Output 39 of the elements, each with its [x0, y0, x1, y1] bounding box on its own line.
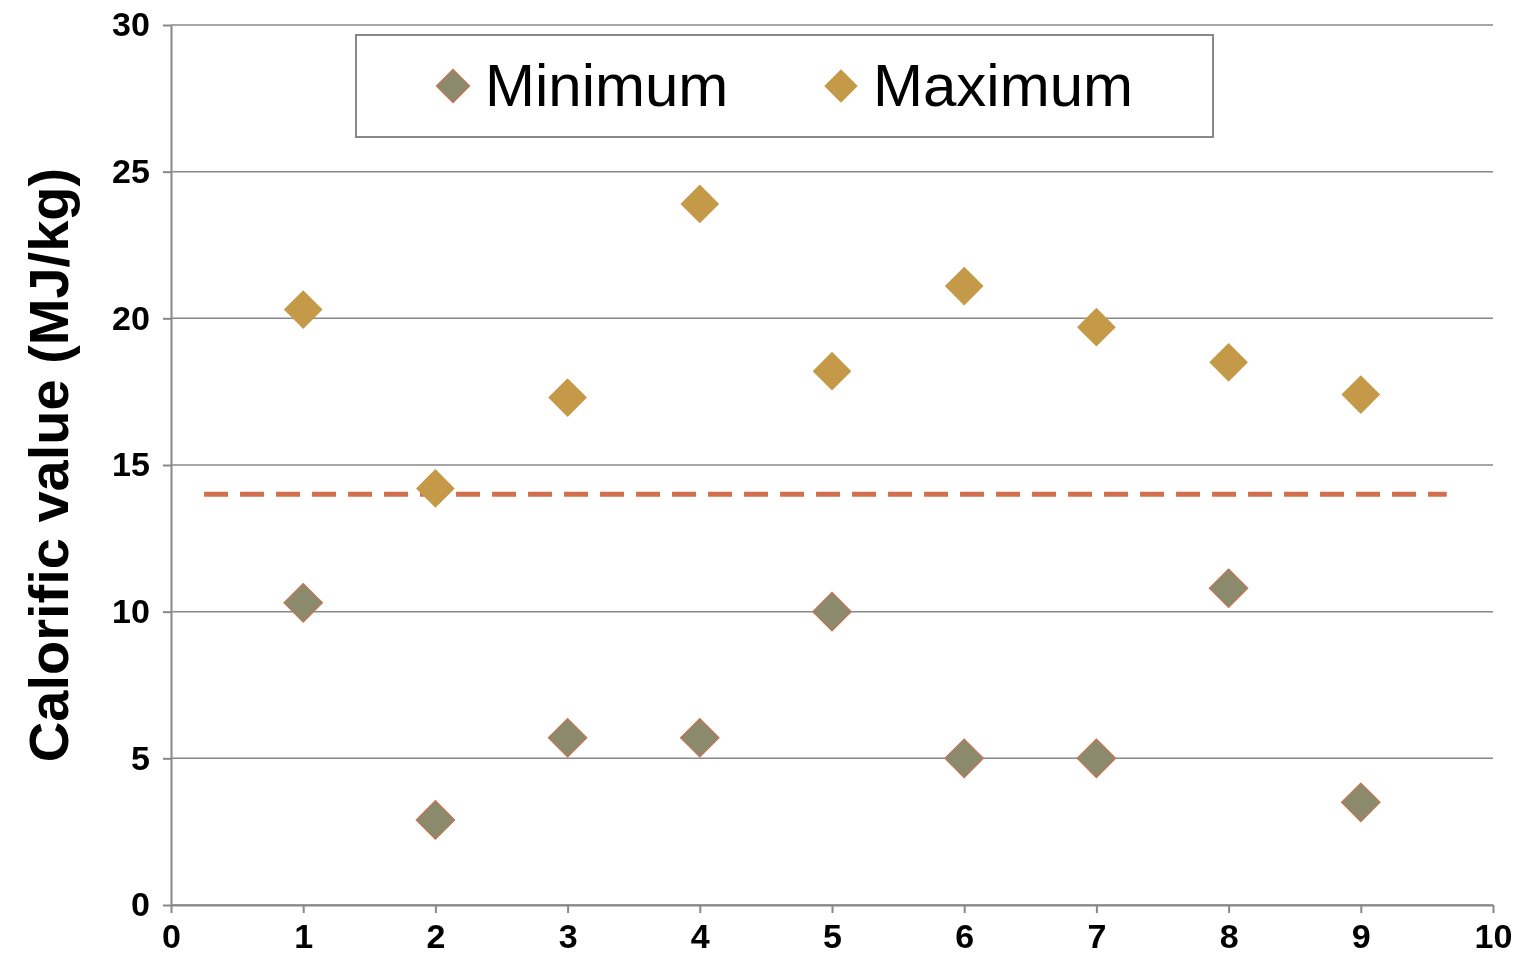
point	[1208, 568, 1249, 609]
point	[415, 800, 456, 840]
point	[680, 184, 720, 224]
point	[283, 290, 323, 329]
legend-label: Minimum	[485, 52, 729, 119]
x-tick-label: 1	[294, 917, 314, 956]
point	[416, 469, 455, 508]
y-tick-label: 25	[111, 152, 150, 191]
point	[1076, 738, 1117, 779]
x-tick-label: 4	[690, 917, 710, 956]
point	[812, 591, 852, 632]
point	[944, 266, 984, 306]
x-tick-label: 7	[1087, 917, 1107, 956]
point	[283, 583, 324, 623]
x-tick-label: 10	[1474, 917, 1513, 956]
x-tick-label: 5	[823, 917, 842, 956]
y-tick-label: 10	[111, 592, 150, 631]
point	[1077, 307, 1116, 347]
point	[812, 351, 852, 391]
point	[548, 378, 587, 417]
point	[679, 717, 720, 758]
x-tick-label: 3	[558, 917, 578, 956]
point	[547, 717, 588, 758]
x-tick-label: 6	[955, 917, 975, 956]
x-tick-label: 8	[1219, 917, 1239, 956]
y-tick-label: 30	[111, 5, 150, 44]
x-tick-label: 9	[1351, 917, 1371, 956]
y-axis-title: Calorific value (MJ/kg)	[17, 167, 80, 763]
y-tick-label: 0	[130, 885, 150, 924]
point	[1209, 342, 1248, 382]
point	[1340, 782, 1381, 823]
x-tick-label: 2	[426, 917, 446, 956]
point	[944, 738, 985, 779]
y-tick-label: 15	[111, 445, 150, 484]
y-tick-label: 20	[111, 298, 150, 337]
y-tick-label: 5	[130, 738, 150, 777]
legend-label: Maximum	[873, 52, 1134, 119]
point	[1341, 375, 1381, 414]
x-tick-label: 0	[162, 917, 181, 956]
